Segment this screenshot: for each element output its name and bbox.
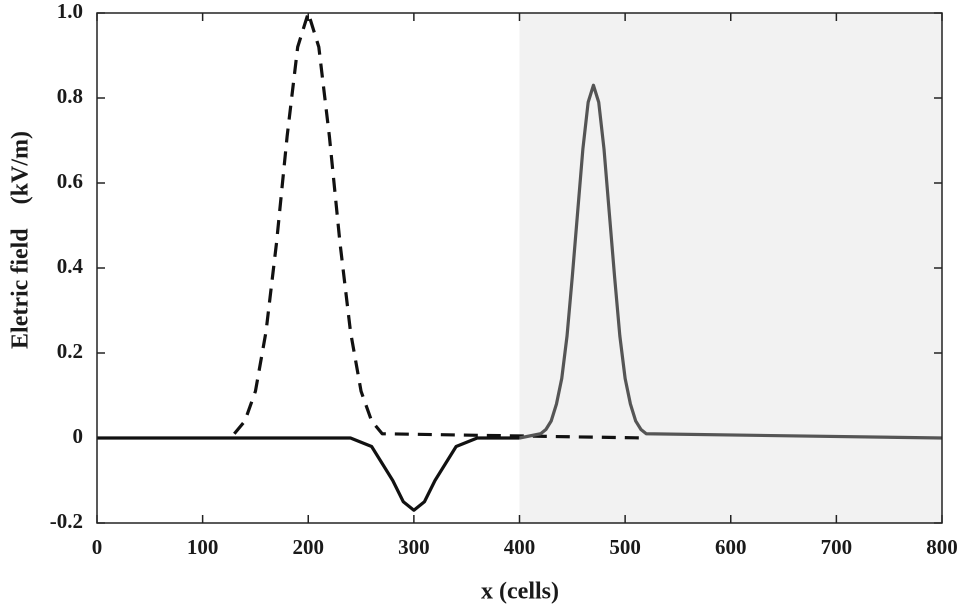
- y-tick-label: 1.0: [57, 0, 83, 23]
- x-tick-label: 100: [187, 535, 219, 559]
- shade-layer: [519, 13, 942, 523]
- tick-layer: 0 100 200 300 400 500 600 700 800 -0.2 0 0.2 0.4 0.6 1…: [50, 0, 958, 559]
- y-axis-title: Eletric field (kV/m): [8, 131, 34, 349]
- solid-line: [519, 83, 943, 440]
- x-tick-label: 400: [504, 535, 536, 559]
- x-tick-label: 300: [398, 535, 430, 559]
- x-tick-label: 0: [92, 535, 103, 559]
- y-tick-label: 0.2: [57, 339, 83, 363]
- line-layer: [97, 11, 943, 512]
- y-tick-label: 0.8: [57, 84, 83, 108]
- y-tick-label: 0.6: [57, 169, 83, 193]
- x-tick-label: 500: [609, 535, 641, 559]
- plot-frame: [96, 12, 943, 524]
- x-tick-label: 600: [715, 535, 747, 559]
- solid-line: [97, 436, 520, 512]
- y-tick-label: 0.4: [57, 254, 84, 278]
- x-tick-label: 700: [821, 535, 853, 559]
- x-axis-title: x (cells): [481, 579, 559, 605]
- x-tick-label: 200: [293, 535, 325, 559]
- y-tick-label: -0.2: [50, 509, 83, 533]
- dashed-line: [233, 11, 647, 440]
- x-tick-label: 800: [926, 535, 958, 559]
- y-tick-label: 0: [73, 424, 84, 448]
- shaded-region: [519, 13, 942, 523]
